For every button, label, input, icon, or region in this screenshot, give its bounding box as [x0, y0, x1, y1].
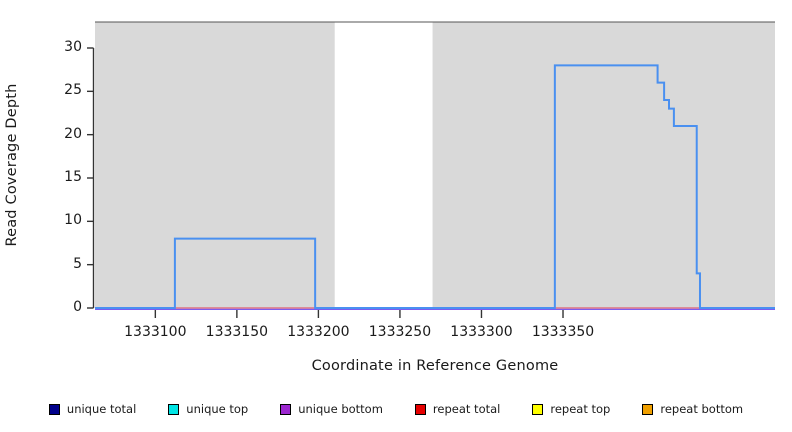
legend-label: unique total	[66, 402, 137, 416]
legend-swatch-icon	[48, 403, 60, 415]
series-line-repeat-total	[95, 64, 775, 309]
x-tick-label: 1333250	[368, 324, 432, 340]
legend-label: repeat bottom	[660, 402, 744, 416]
legend-swatch-icon	[280, 403, 292, 415]
legend-label: repeat top	[550, 402, 611, 416]
legend-label: repeat total	[432, 402, 501, 416]
legend-item-repeat-top[interactable]: repeat top	[532, 402, 610, 416]
chart-legend: unique total unique top unique bottom repea…	[0, 398, 792, 420]
legend-item-unique-bottom[interactable]: unique bottom	[280, 402, 383, 416]
legend-item-unique-total[interactable]: unique total	[48, 402, 137, 416]
x-tick-label: 1333200	[287, 324, 350, 340]
shaded-region-0	[95, 22, 356, 308]
y-tick-label: 15	[64, 169, 82, 185]
shaded-region-2	[432, 22, 775, 308]
y-axis-title: Read Coverage Depth	[4, 83, 20, 247]
legend-item-repeat-total[interactable]: repeat total	[414, 402, 501, 416]
x-tick-label: 1333100	[124, 324, 187, 340]
y-tick-label: 5	[73, 255, 82, 272]
y-tick-label: 10	[64, 212, 82, 229]
legend-label: unique bottom	[298, 402, 383, 416]
legend-swatch-icon	[532, 403, 544, 415]
x-axis-title: Coordinate in Reference Genome	[311, 358, 559, 374]
legend-item-repeat-bottom[interactable]: repeat bottom	[642, 402, 743, 416]
legend-item-unique-top[interactable]: unique top	[168, 402, 248, 416]
x-tick-label: 1333350	[531, 324, 595, 340]
y-tick-label: 25	[64, 82, 82, 99]
x-tick-label: 1333150	[205, 324, 269, 340]
x-tick-label: 1333300	[450, 324, 513, 340]
legend-swatch-icon	[642, 403, 654, 415]
y-tick-label: 30	[64, 39, 82, 55]
y-tick-label: 20	[64, 125, 82, 142]
legend-swatch-icon	[168, 403, 180, 415]
legend-label: unique top	[186, 402, 249, 416]
y-tick-label: 0	[73, 299, 82, 315]
legend-swatch-icon	[414, 403, 426, 415]
